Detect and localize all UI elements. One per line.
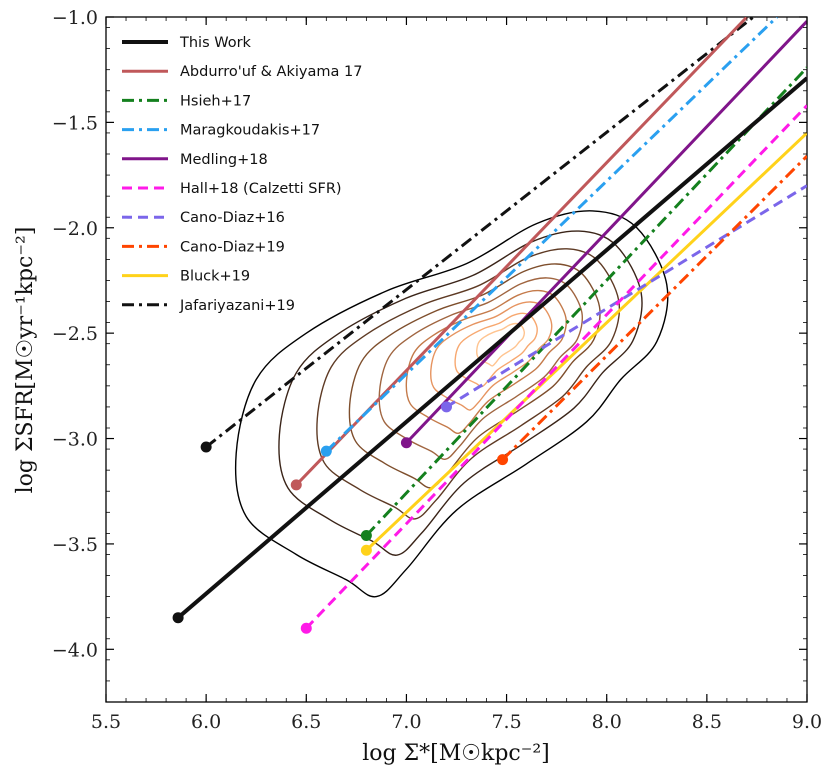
x-tick-label: 5.5: [91, 711, 121, 733]
legend-label-maragkoudakis-17: Maragkoudakis+17: [180, 123, 320, 139]
x-tick-label: 7.0: [391, 711, 421, 733]
y-tick-label: −2.0: [52, 218, 98, 240]
relation-lines: [172, 17, 807, 634]
start-point-cano-diaz-16: [440, 401, 452, 413]
line-medling-18: [405, 20, 807, 444]
legend-label-hsieh-17: Hsieh+17: [180, 93, 251, 109]
axis-ticks: 5.5 6.0 6.5 7.0 7.5 8.0 8.5 9.0 −1.0 −1.5 −2.0 −2.5…: [52, 7, 822, 733]
legend-label-abdurro-uf-akiyama-17: Abdurro'uf & Akiyama 17: [180, 64, 362, 80]
line-cano-diaz-19: [501, 155, 807, 461]
line-hall-18-calzetti-sfr: [305, 104, 807, 630]
plot-frame: [105, 16, 808, 703]
contour-level-4: [348, 263, 601, 489]
y-axis-label: log ΣSFR[M☉yr⁻¹kpc⁻²]: [13, 227, 38, 494]
start-point-jafariyazani-19: [200, 441, 212, 453]
line-maragkoudakis-17: [325, 17, 778, 453]
legend-label-cano-diaz-16: Cano-Diaz+16: [180, 210, 285, 226]
contour-level-3: [316, 248, 621, 520]
legend-label-this-work: This Work: [179, 35, 252, 51]
contour-level-9: [476, 322, 526, 367]
legend-label-jafariyazani-19: Jafariyazani+19: [179, 298, 295, 314]
start-point-abdurro-uf-akiyama-17: [290, 479, 302, 491]
contour-level-5: [378, 277, 584, 460]
start-point-hall-18-calzetti-sfr: [300, 622, 312, 634]
start-point-bluck-19: [360, 544, 372, 556]
y-tick-label: −1.0: [52, 7, 98, 29]
y-tick-label: −2.5: [52, 323, 98, 345]
y-tick-label: −3.5: [52, 534, 98, 556]
x-tick-label: 8.5: [692, 711, 722, 733]
line-jafariyazani-19: [205, 17, 756, 449]
legend-label-hall-18-calzetti-sfr: Hall+18 (Calzetti SFR): [180, 181, 342, 197]
line-hsieh-17: [365, 66, 807, 537]
y-tick-label: −3.0: [52, 429, 98, 451]
line-abdurro-uf-akiyama-17: [295, 17, 748, 486]
line-bluck-19: [365, 131, 807, 552]
x-tick-label: 6.0: [191, 711, 221, 733]
start-point-medling-18: [400, 437, 412, 449]
contour-level-6: [405, 289, 567, 435]
y-tick-label: −4.0: [52, 639, 98, 661]
start-point-hsieh-17: [360, 529, 372, 541]
x-tick-label: 6.5: [291, 711, 321, 733]
line-cano-diaz-16: [445, 184, 807, 409]
line-this-work: [176, 76, 807, 620]
contour-level-2: [278, 230, 643, 556]
x-tick-label: 8.0: [592, 711, 622, 733]
start-point-maragkoudakis-17: [320, 445, 332, 457]
legend: This Work Abdurro'uf & Akiyama 17 Hsieh+17…: [122, 35, 362, 314]
density-contours: [234, 210, 669, 598]
start-point-cano-diaz-19: [497, 454, 509, 466]
legend-label-cano-diaz-19: Cano-Diaz+19: [180, 239, 285, 255]
start-point-this-work: [172, 612, 184, 624]
x-axis-label: log Σ*[M☉kpc⁻²]: [362, 741, 550, 766]
y-tick-label: −1.5: [52, 112, 98, 134]
contour-level-8: [454, 312, 538, 388]
legend-label-medling-18: Medling+18: [180, 152, 268, 168]
contour-level-7: [430, 301, 553, 411]
x-tick-label: 7.5: [491, 711, 521, 733]
x-tick-label: 9.0: [792, 711, 822, 733]
contour-level-1: [234, 210, 669, 598]
legend-label-bluck-19: Bluck+19: [180, 269, 250, 285]
